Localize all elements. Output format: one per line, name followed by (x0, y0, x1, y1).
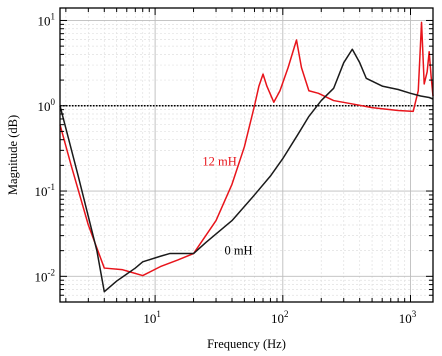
plot-frame (59, 7, 434, 303)
axis-ticks (60, 8, 433, 303)
y-tick-label: 10-1 (35, 182, 56, 199)
series-annotations: 12 mH 0 mH (202, 154, 252, 257)
x-axis-title: Frequency (Hz) (207, 337, 286, 351)
series-line-0mh (59, 48, 434, 293)
series-lines (59, 21, 434, 293)
minor-grid (60, 8, 433, 303)
annotation-label: 12 mH (202, 154, 236, 168)
major-grid (60, 8, 433, 302)
y-tick-labels: 10-2 10-1 100 101 (35, 11, 56, 284)
annotation-label: 0 mH (224, 244, 252, 258)
x-tick-label: 101 (143, 309, 161, 326)
y-tick-label: 101 (38, 11, 56, 28)
x-tick-label: 103 (399, 309, 417, 326)
series-line-12mh (59, 21, 434, 277)
x-tick-label: 102 (271, 309, 289, 326)
x-tick-labels: 101 102 103 (143, 309, 416, 326)
y-axis-title: Magnitude (dB) (6, 115, 20, 195)
y-tick-label: 10-2 (35, 267, 56, 284)
y-tick-label: 100 (38, 97, 56, 114)
